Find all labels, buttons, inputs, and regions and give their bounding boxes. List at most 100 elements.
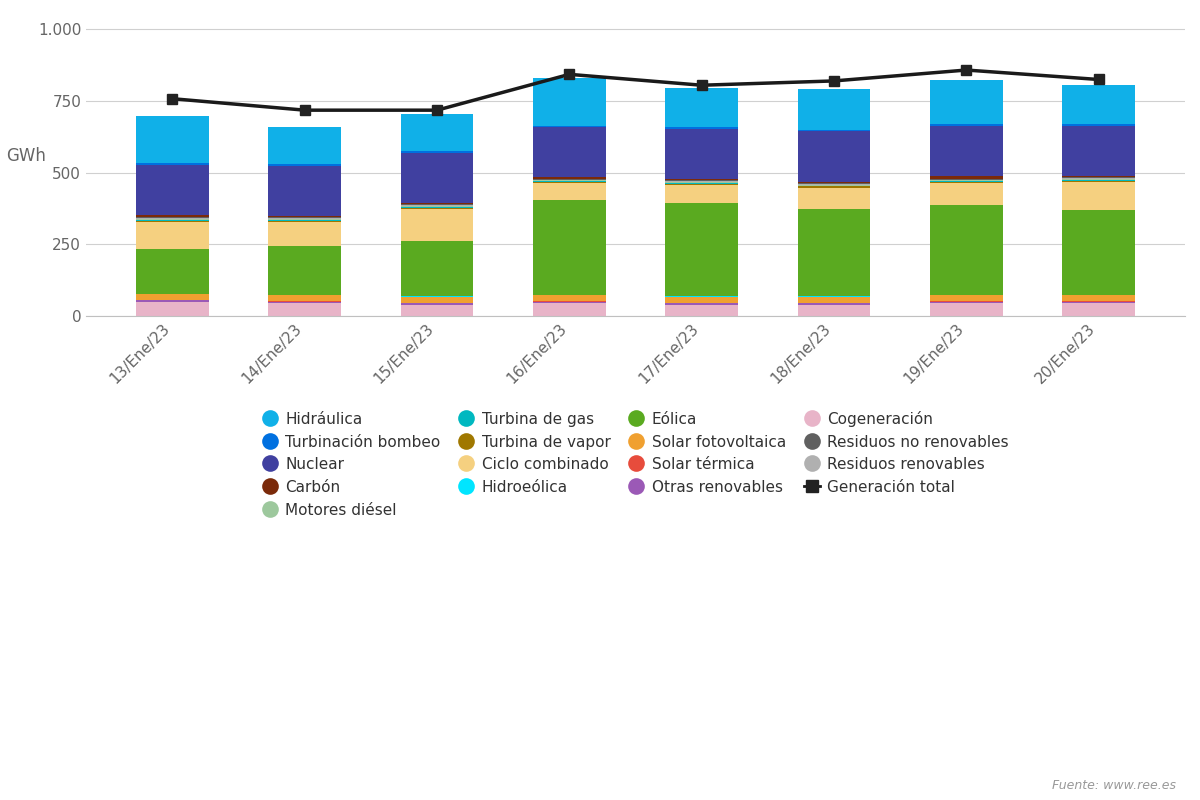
- Bar: [798, 305, 870, 316]
- Bar: [533, 201, 606, 295]
- Bar: [798, 187, 870, 209]
- Bar: [533, 78, 606, 126]
- Bar: [798, 303, 870, 305]
- Bar: [798, 186, 870, 187]
- Bar: [136, 165, 209, 215]
- Bar: [1062, 303, 1135, 316]
- Bar: [269, 127, 341, 164]
- Bar: [533, 126, 606, 127]
- Bar: [269, 303, 341, 316]
- Text: Fuente: www.ree.es: Fuente: www.ree.es: [1052, 779, 1176, 792]
- Bar: [930, 303, 1003, 316]
- Bar: [665, 297, 738, 302]
- Bar: [401, 114, 474, 151]
- Bar: [401, 303, 474, 305]
- Bar: [665, 185, 738, 203]
- Bar: [533, 303, 606, 316]
- Bar: [930, 183, 1003, 205]
- Bar: [533, 295, 606, 301]
- Bar: [930, 80, 1003, 124]
- Bar: [930, 126, 1003, 176]
- Bar: [136, 294, 209, 300]
- Bar: [136, 215, 209, 218]
- Bar: [401, 241, 474, 297]
- Bar: [665, 182, 738, 183]
- Bar: [665, 183, 738, 185]
- Bar: [401, 208, 474, 209]
- Bar: [930, 176, 1003, 178]
- Bar: [136, 302, 209, 316]
- Bar: [665, 88, 738, 127]
- Bar: [1062, 178, 1135, 179]
- Bar: [136, 218, 209, 219]
- Bar: [1062, 126, 1135, 176]
- Bar: [136, 222, 209, 249]
- Bar: [136, 219, 209, 220]
- Bar: [665, 129, 738, 178]
- Bar: [401, 297, 474, 302]
- Bar: [401, 151, 474, 153]
- Bar: [930, 302, 1003, 303]
- Bar: [269, 246, 341, 295]
- Bar: [930, 295, 1003, 301]
- Bar: [269, 218, 341, 219]
- Bar: [136, 221, 209, 222]
- Bar: [401, 203, 474, 205]
- Bar: [1062, 210, 1135, 295]
- Bar: [930, 178, 1003, 179]
- Bar: [798, 131, 870, 182]
- Bar: [798, 183, 870, 184]
- Bar: [1062, 182, 1135, 210]
- Bar: [665, 181, 738, 182]
- Bar: [533, 183, 606, 201]
- Bar: [1062, 179, 1135, 180]
- Bar: [401, 153, 474, 203]
- Bar: [136, 249, 209, 294]
- Bar: [401, 207, 474, 208]
- Bar: [1062, 295, 1135, 301]
- Bar: [1062, 124, 1135, 126]
- Bar: [136, 300, 209, 302]
- Bar: [930, 180, 1003, 182]
- Bar: [269, 221, 341, 222]
- Bar: [269, 216, 341, 218]
- Bar: [1062, 181, 1135, 182]
- Bar: [136, 163, 209, 165]
- Bar: [533, 178, 606, 179]
- Bar: [665, 178, 738, 180]
- Bar: [401, 205, 474, 206]
- Bar: [136, 116, 209, 163]
- Bar: [798, 90, 870, 130]
- Bar: [401, 206, 474, 207]
- Bar: [798, 130, 870, 131]
- Bar: [1062, 302, 1135, 303]
- Bar: [665, 305, 738, 316]
- Bar: [269, 220, 341, 221]
- Bar: [930, 179, 1003, 180]
- Bar: [665, 180, 738, 181]
- Bar: [401, 209, 474, 241]
- Y-axis label: GWh: GWh: [6, 147, 46, 166]
- Bar: [798, 184, 870, 185]
- Bar: [1062, 180, 1135, 181]
- Bar: [930, 205, 1003, 295]
- Bar: [269, 219, 341, 220]
- Bar: [798, 297, 870, 302]
- Bar: [401, 305, 474, 316]
- Legend: Hidráulica, Turbinación bombeo, Nuclear, Carbón, Motores diésel, Turbina de gas,: Hidráulica, Turbinación bombeo, Nuclear,…: [256, 405, 1015, 524]
- Bar: [533, 127, 606, 178]
- Bar: [533, 302, 606, 303]
- Bar: [533, 180, 606, 182]
- Bar: [269, 222, 341, 246]
- Bar: [269, 302, 341, 303]
- Bar: [533, 182, 606, 183]
- Bar: [136, 220, 209, 221]
- Bar: [930, 124, 1003, 126]
- Bar: [798, 185, 870, 186]
- Bar: [269, 166, 341, 216]
- Bar: [269, 164, 341, 166]
- Bar: [1062, 176, 1135, 178]
- Bar: [665, 203, 738, 297]
- Bar: [798, 182, 870, 183]
- Bar: [269, 295, 341, 301]
